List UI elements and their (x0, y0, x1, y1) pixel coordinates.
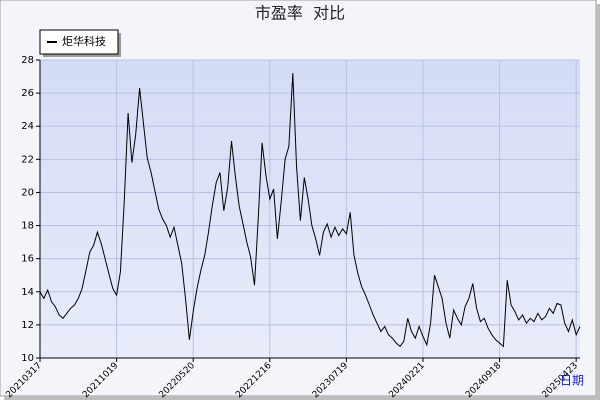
y-tick-label: 28 (21, 55, 34, 66)
x-axis-label: 日期 (560, 374, 584, 388)
frame-shadow (4, 396, 600, 400)
y-tick-label: 10 (21, 353, 34, 364)
y-tick-label: 18 (21, 221, 34, 232)
frame-shadow (596, 4, 600, 400)
series-line (39, 73, 581, 348)
y-tick-label: 22 (21, 154, 34, 165)
y-tick-label: 24 (21, 121, 34, 132)
y-tick-label: 14 (21, 287, 34, 298)
y-tick-label: 16 (21, 254, 34, 265)
legend-label: 炬华科技 (62, 34, 106, 48)
y-tick-label: 26 (21, 88, 34, 99)
y-tick-label: 12 (21, 320, 34, 331)
y-tick-label: 20 (21, 187, 34, 198)
chart-title: 市盈率 对比 (255, 4, 345, 23)
